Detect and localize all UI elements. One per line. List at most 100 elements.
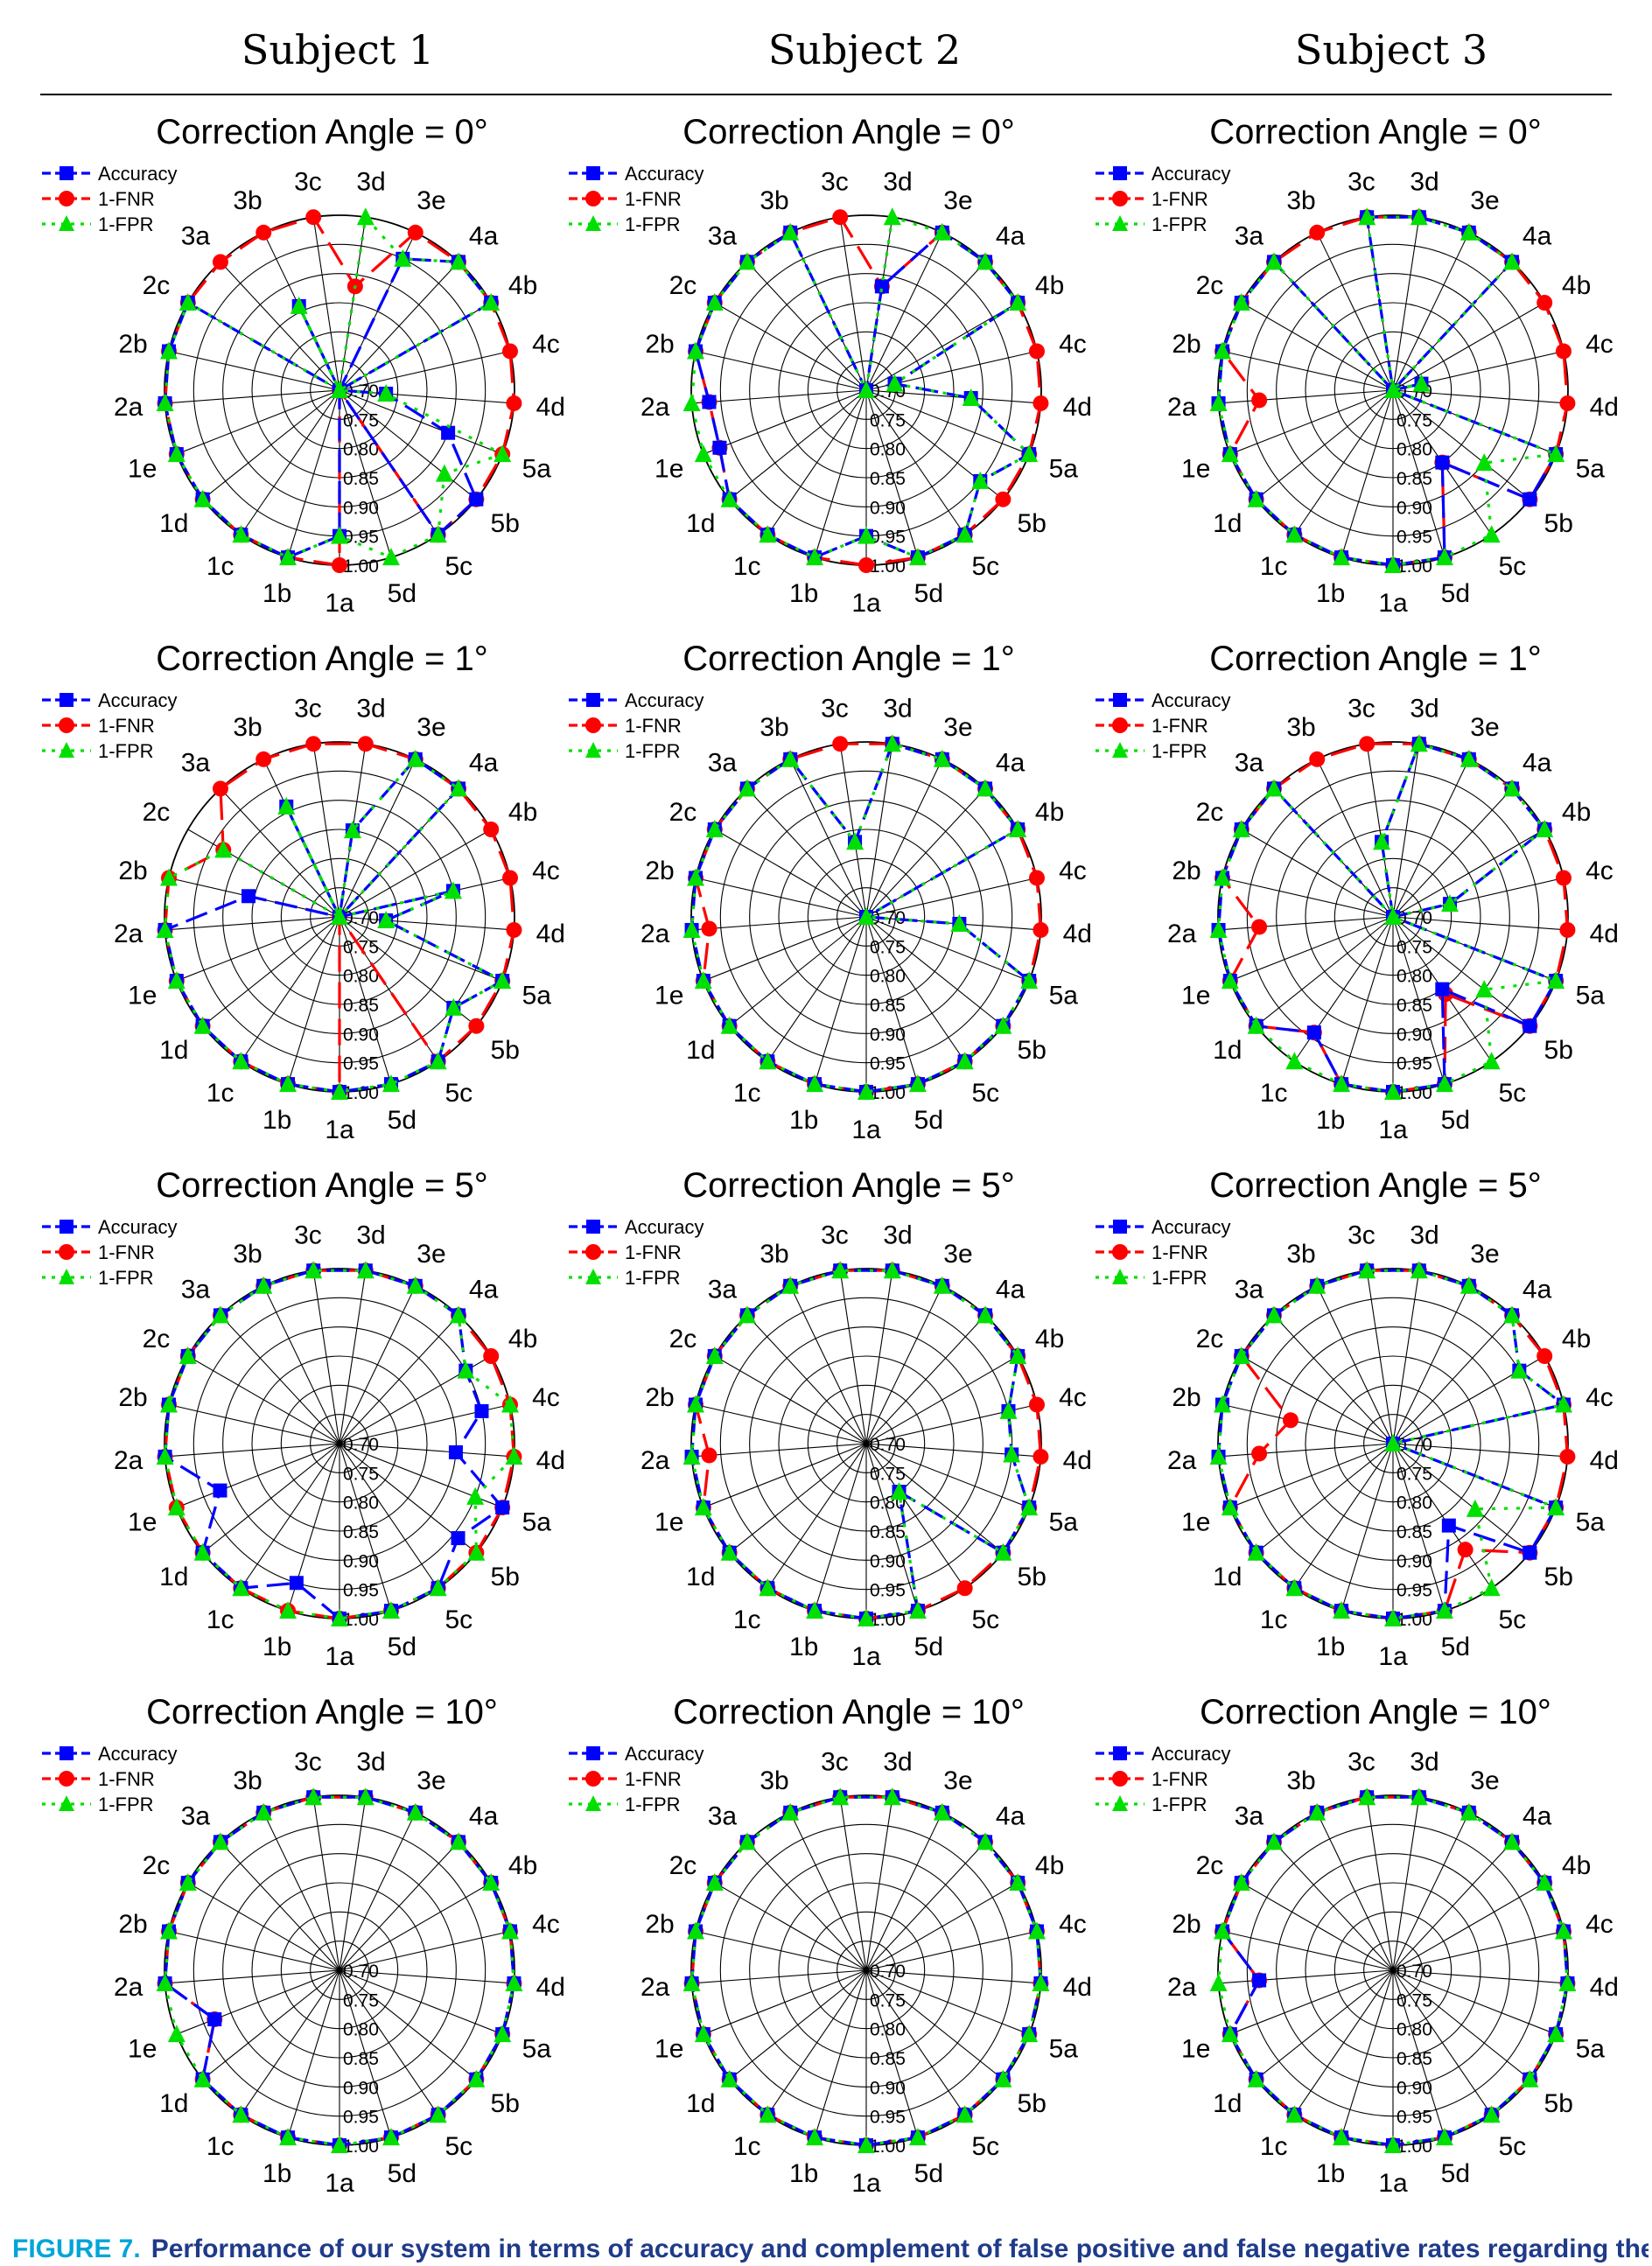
radial-tick-label: 0.80 <box>343 2020 379 2040</box>
category-label: 1b <box>262 579 291 608</box>
data-point-fpr <box>211 1305 229 1324</box>
category-label: 3e <box>416 186 445 215</box>
category-label: 3c <box>294 1748 322 1777</box>
grid-spoke <box>865 1969 919 2138</box>
data-point-fpr <box>279 548 298 566</box>
data-point-fpr <box>806 2128 824 2146</box>
grid-spoke <box>865 1285 943 1444</box>
legend-label: 1-FPR <box>625 213 681 235</box>
category-label: 1a <box>851 1642 881 1671</box>
legend-marker <box>60 693 74 707</box>
category-label: 1c <box>206 552 234 581</box>
data-point-fpr <box>429 2105 447 2123</box>
category-label: 5d <box>1441 1106 1470 1135</box>
data-point-fpr <box>1020 1498 1039 1516</box>
category-label: 1b <box>789 579 818 608</box>
category-label: 2b <box>1172 1910 1200 1939</box>
data-point-fpr <box>394 248 412 267</box>
data-point-fpr <box>505 1973 523 1991</box>
data-point-fnr <box>1536 1348 1553 1364</box>
legend-label: Accuracy <box>625 163 704 185</box>
data-point-fpr <box>1475 453 1494 472</box>
data-point-fpr <box>883 1261 901 1279</box>
category-label: 2c <box>1196 1325 1224 1353</box>
data-point-fpr <box>994 1542 1012 1561</box>
data-point-fpr <box>1435 548 1453 566</box>
data-point-fpr <box>682 1973 701 1991</box>
category-label: 4c <box>1586 1383 1614 1412</box>
category-label: 5a <box>1576 2034 1606 2063</box>
legend-marker <box>1112 215 1128 231</box>
category-label: 2a <box>114 920 144 948</box>
subject-3-heading: Subject 3 <box>1294 26 1488 73</box>
data-point-fpr <box>406 749 424 767</box>
legend-marker <box>586 1746 600 1760</box>
data-point-fpr <box>1358 1261 1376 1279</box>
category-label: 1a <box>1378 589 1408 618</box>
data-point-fpr <box>694 971 712 990</box>
category-label: 3c <box>294 1221 322 1250</box>
data-point-fpr <box>450 1305 468 1324</box>
radial-tick-label: 0.75 <box>1396 1990 1432 2011</box>
data-point-fpr <box>160 1395 178 1413</box>
category-label: 5d <box>1441 1633 1470 1661</box>
radial-tick-label: 0.80 <box>343 967 379 987</box>
radar-panel: Correction Angle = 5°0.700.750.800.850.9… <box>1096 1166 1619 1671</box>
data-point-fpr <box>1412 374 1431 392</box>
series-line-accuracy <box>690 1269 1031 1620</box>
category-label: 5d <box>388 1106 416 1135</box>
panel-title: Correction Angle = 10° <box>1200 1693 1551 1731</box>
data-point-fpr <box>382 1601 400 1619</box>
data-point-fpr <box>806 548 824 566</box>
grid-spoke <box>240 1969 340 2116</box>
data-point-fnr <box>256 751 272 767</box>
grid-spoke <box>746 788 867 918</box>
data-point-fpr <box>682 920 701 938</box>
category-label: 1e <box>654 454 683 483</box>
category-label: 2c <box>1196 798 1224 827</box>
radial-tick-label: 0.90 <box>343 2078 379 2098</box>
data-point-fnr <box>1032 1448 1049 1465</box>
radial-tick-label: 0.70 <box>343 1435 379 1455</box>
data-point-fpr <box>738 779 756 797</box>
grid-spoke <box>1340 1969 1394 2138</box>
category-label: 4c <box>1059 330 1087 359</box>
legend-marker <box>59 1269 74 1284</box>
grid-spoke <box>1392 389 1530 500</box>
category-label: 5c <box>1498 1079 1526 1108</box>
category-label: 4d <box>1063 393 1092 422</box>
grid-spoke <box>1316 1285 1394 1444</box>
data-point-fpr <box>156 1973 174 1991</box>
data-point-fpr <box>1308 1802 1326 1821</box>
category-label: 5c <box>444 552 472 581</box>
grid-spoke <box>1392 1443 1568 1458</box>
category-label: 5d <box>914 579 943 608</box>
grid-spoke <box>339 916 514 931</box>
category-label: 2b <box>118 857 147 885</box>
radial-tick-label: 0.75 <box>343 1464 379 1484</box>
category-label: 1c <box>206 1605 234 1634</box>
grid-spoke <box>287 389 340 558</box>
grid-spoke <box>1273 1842 1394 1971</box>
category-label: 4d <box>1590 1446 1619 1475</box>
grid-spoke <box>1218 916 1394 931</box>
category-label: 4c <box>1059 857 1087 885</box>
radial-tick-label: 0.80 <box>343 440 379 460</box>
category-label: 3d <box>883 1221 912 1250</box>
legend-marker <box>586 166 600 180</box>
category-label: 5a <box>522 454 552 483</box>
data-point-fnr <box>1251 392 1268 409</box>
data-point-fpr <box>1460 1802 1478 1821</box>
category-label: 4a <box>1522 1276 1552 1304</box>
category-label: 3a <box>181 749 211 778</box>
data-point-fpr <box>1020 444 1039 463</box>
data-point-fpr <box>976 252 995 270</box>
category-label: 1a <box>1378 1642 1408 1671</box>
category-label: 3d <box>356 1221 385 1250</box>
data-point-fpr <box>429 1578 447 1597</box>
category-label: 2b <box>1172 330 1200 359</box>
category-label: 1d <box>159 1036 188 1065</box>
category-label: 5b <box>1018 509 1046 538</box>
category-label: 1e <box>128 454 157 483</box>
radial-tick-label: 0.90 <box>870 1551 906 1571</box>
